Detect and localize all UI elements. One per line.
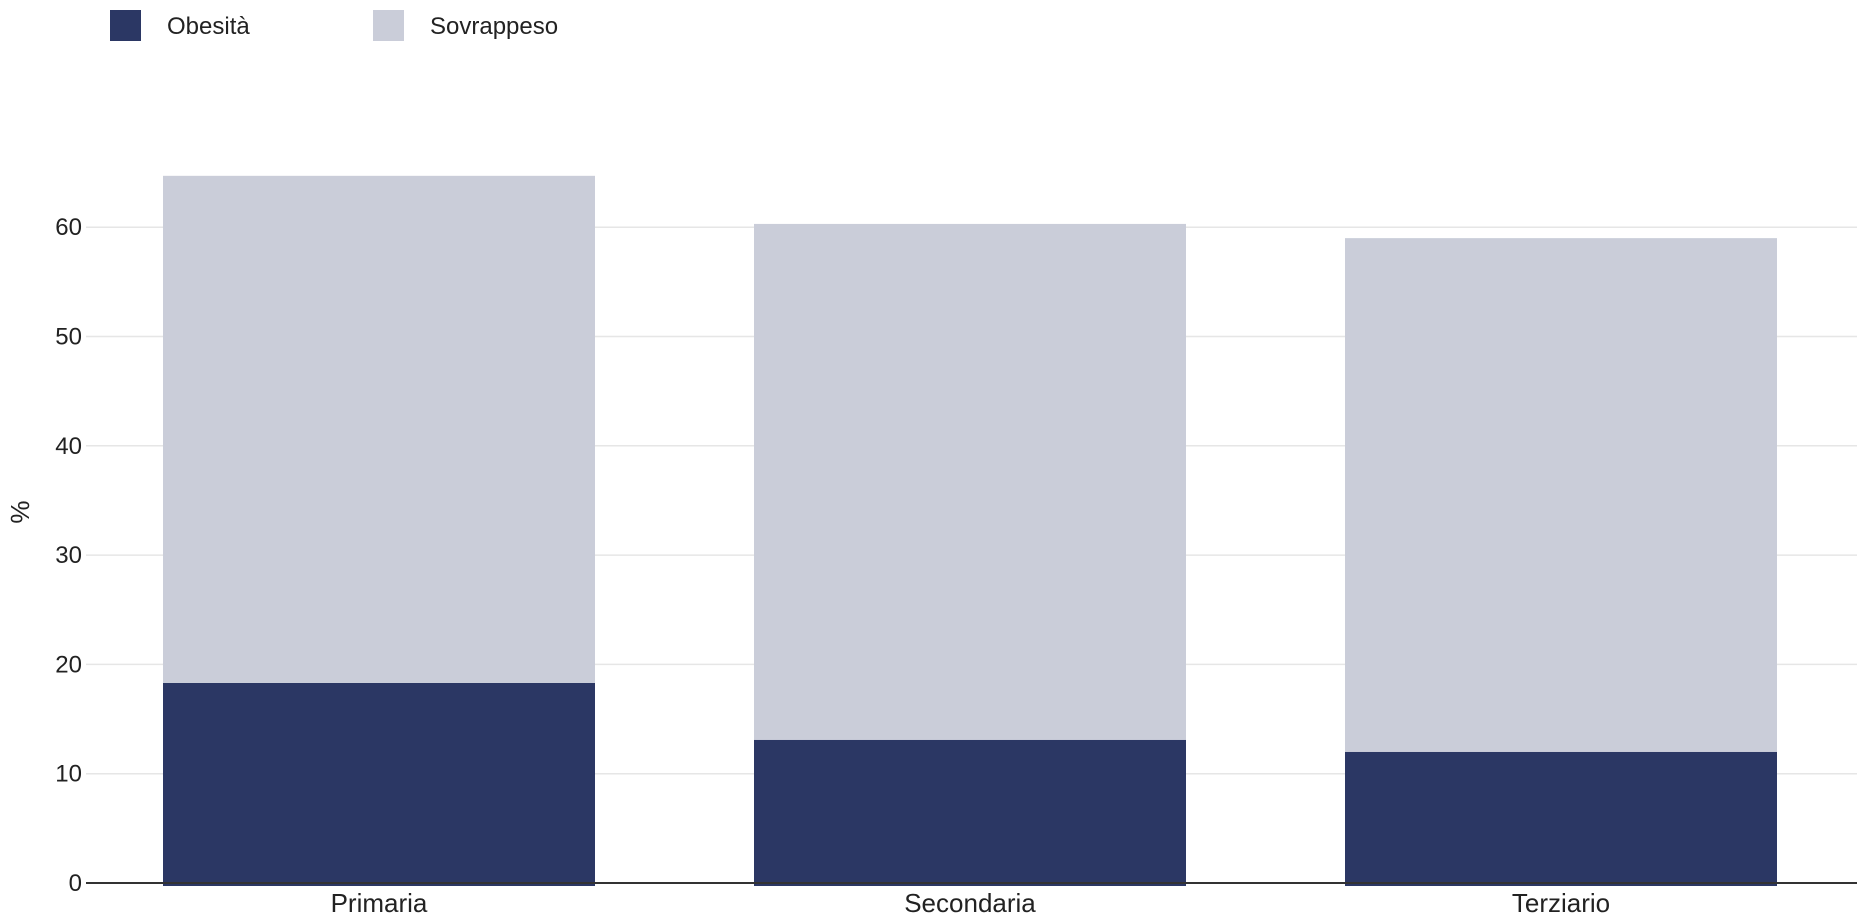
y-tick-label: 40: [55, 433, 82, 460]
y-tick-label: 50: [55, 324, 82, 351]
y-tick-label: 10: [55, 761, 82, 788]
x-tick-label: Secondaria: [904, 888, 1036, 918]
bars: [163, 175, 1777, 886]
y-tick-label: 30: [55, 542, 82, 569]
y-axis-title: %: [5, 500, 35, 523]
y-tick-label: 0: [69, 870, 82, 897]
legend-swatch: [373, 10, 404, 41]
bar-sovrappeso-secondaria: [754, 223, 1186, 740]
bar-sovrappeso-primaria: [163, 175, 595, 683]
x-tick-label: Primaria: [331, 888, 428, 918]
y-tick-label: 60: [55, 214, 82, 241]
bar-obesit-terziario: [1345, 751, 1777, 886]
legend: Obesità Sovrappeso: [110, 10, 558, 41]
x-tick-label: Terziario: [1512, 888, 1610, 918]
legend-label: Obesità: [167, 13, 250, 40]
bar-obesit-primaria: [163, 682, 595, 886]
bar-sovrappeso-terziario: [1345, 238, 1777, 752]
axes: 0 10 20 30 40 50 60% Primaria Secondaria Terziari…: [5, 214, 1857, 918]
legend-swatch: [110, 10, 141, 41]
bar-obesit-secondaria: [754, 739, 1186, 886]
legend-label: Sovrappeso: [430, 13, 558, 40]
y-tick-label: 20: [55, 651, 82, 678]
